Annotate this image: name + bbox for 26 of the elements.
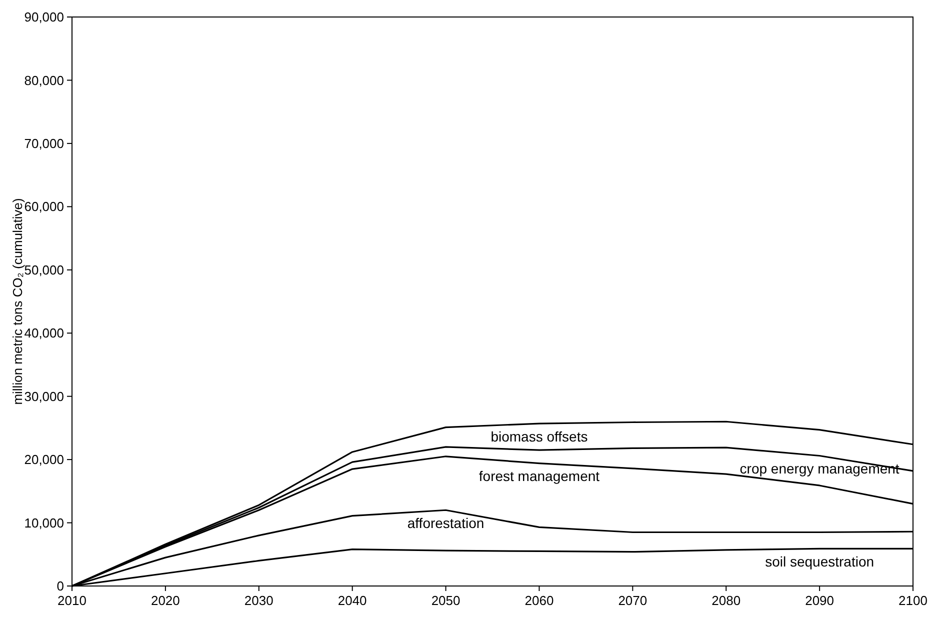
x-tick-label: 2100 — [898, 593, 928, 608]
x-tick-label: 2030 — [244, 593, 274, 608]
x-tick-label: 2060 — [524, 593, 554, 608]
series-label: biomass offsets — [490, 428, 588, 444]
x-tick-label: 2070 — [618, 593, 648, 608]
y-tick-label: 10,000 — [24, 515, 64, 530]
y-tick-label: 80,000 — [24, 72, 64, 88]
y-tick-label: 0 — [56, 578, 64, 594]
y-tick-label: 50,000 — [24, 262, 64, 278]
y-tick-label: 30,000 — [24, 388, 64, 404]
y-tick-label: 40,000 — [24, 326, 64, 341]
y-tick-label: 20,000 — [24, 452, 64, 468]
series-label: soil sequestration — [765, 554, 874, 570]
series-label: forest management — [478, 468, 600, 484]
x-tick-label: 2040 — [338, 593, 367, 608]
y-tick-label: 70,000 — [24, 136, 64, 151]
x-tick-label: 2090 — [805, 593, 834, 608]
y-tick-label: 60,000 — [24, 199, 64, 214]
series-label: afforestation — [407, 515, 484, 532]
x-tick-label: 2020 — [150, 593, 180, 608]
series-label: crop energy management — [740, 460, 900, 477]
x-tick-label: 2050 — [431, 593, 460, 608]
y-tick-label: 90,000 — [24, 10, 64, 25]
x-tick-label: 2010 — [58, 593, 86, 608]
y-axis-title: million metric tons CO₂ (cumulative) — [10, 198, 25, 405]
x-tick-label: 2080 — [712, 593, 741, 608]
